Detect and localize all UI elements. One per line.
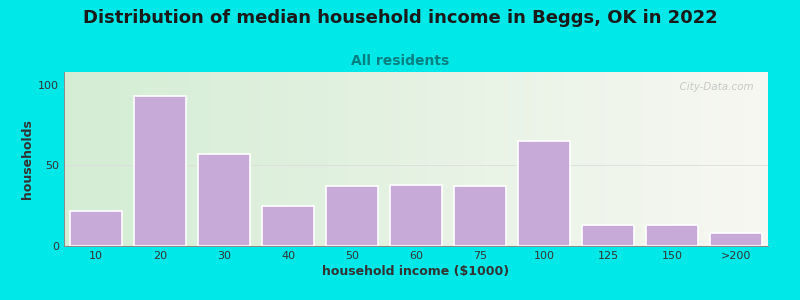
Text: All residents: All residents [351, 54, 449, 68]
Bar [390, 185, 442, 246]
Bar [262, 206, 314, 246]
Bar [710, 233, 762, 246]
Bar [582, 225, 634, 246]
Bar [70, 211, 122, 246]
Bar [518, 141, 570, 246]
Text: City-Data.com: City-Data.com [674, 82, 754, 92]
Bar [326, 186, 378, 246]
Text: Distribution of median household income in Beggs, OK in 2022: Distribution of median household income … [82, 9, 718, 27]
X-axis label: household income ($1000): household income ($1000) [322, 265, 510, 278]
Y-axis label: households: households [21, 119, 34, 199]
Bar [198, 154, 250, 246]
Bar [134, 96, 186, 246]
Bar [454, 186, 506, 246]
Bar [646, 225, 698, 246]
